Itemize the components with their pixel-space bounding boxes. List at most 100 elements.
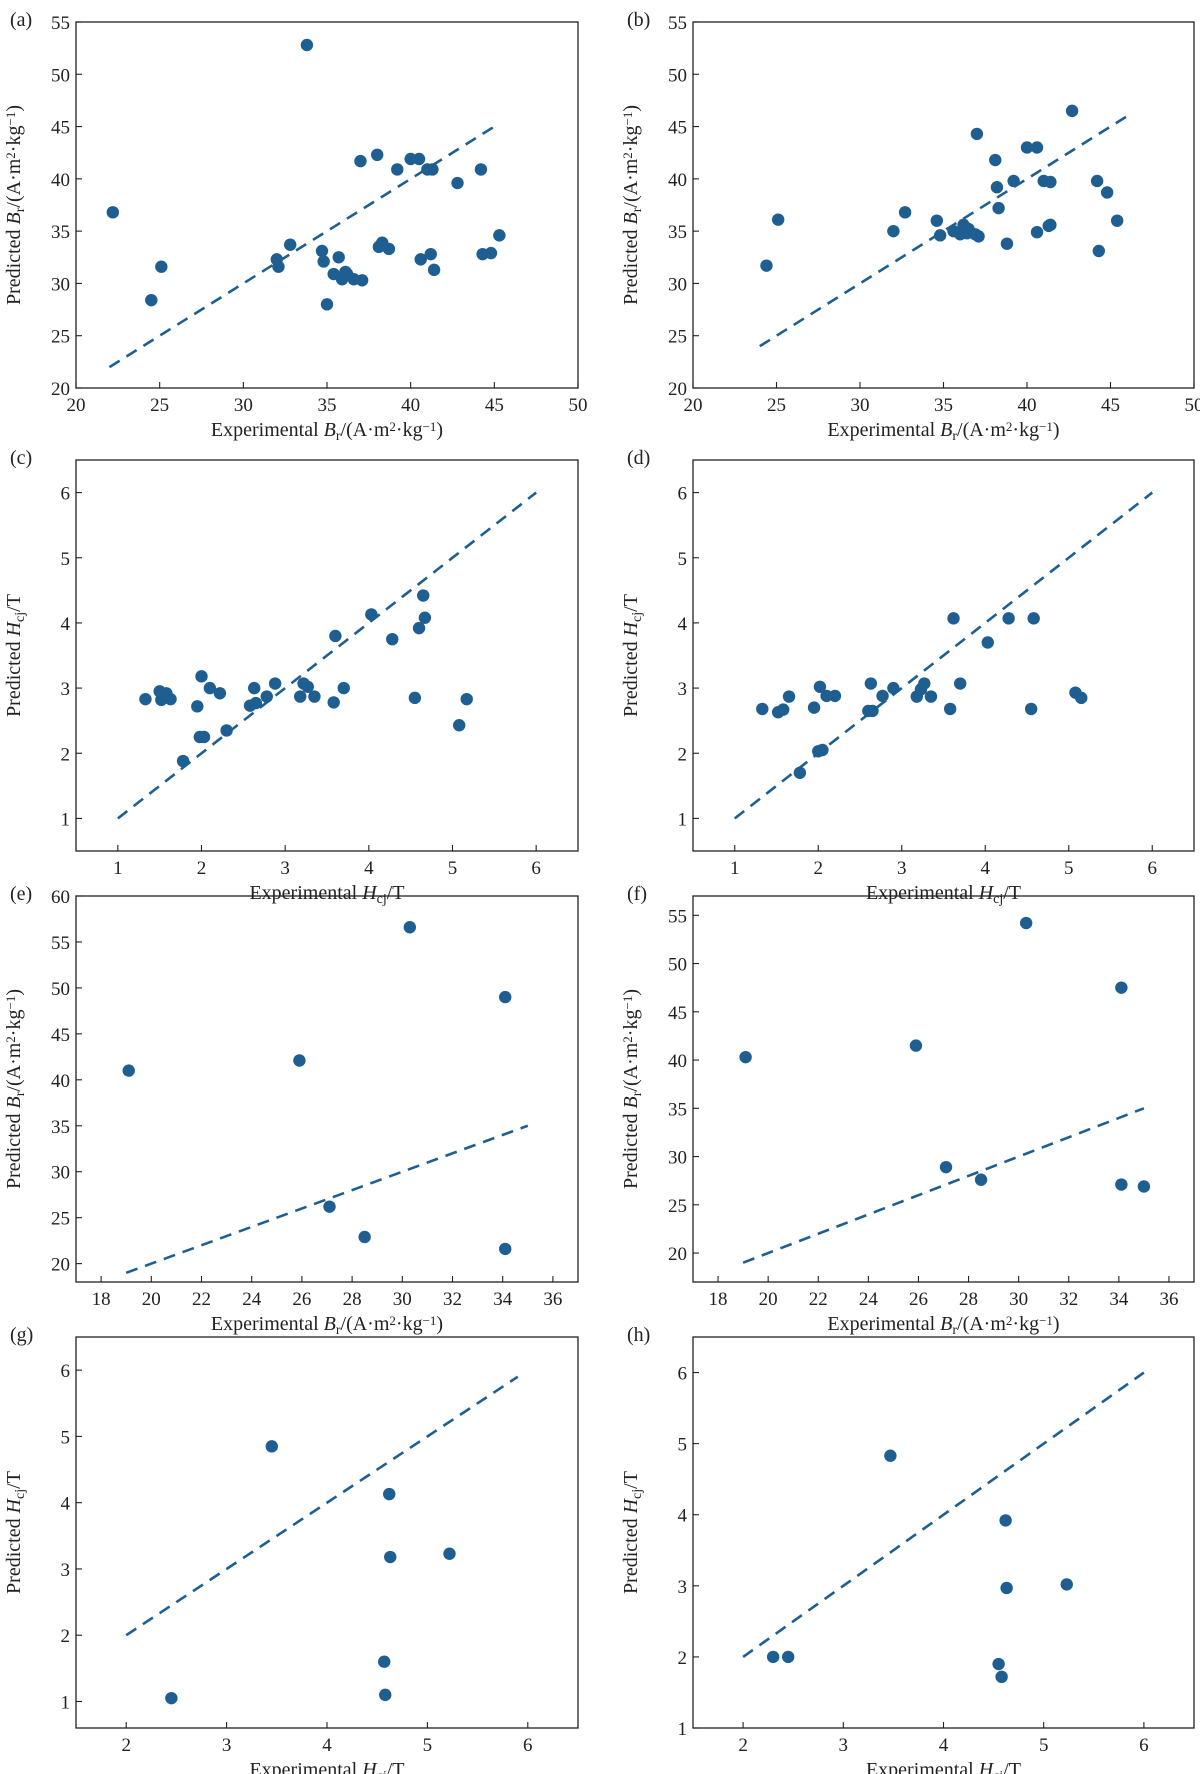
- plot-frame: [75, 459, 579, 852]
- data-point: [992, 201, 1005, 215]
- data-point: [329, 629, 342, 643]
- y-tick-label: 1: [678, 1719, 688, 1740]
- x-tick-label: 4: [322, 1735, 332, 1756]
- y-tick-label: 4: [61, 1494, 71, 1515]
- data-point: [365, 608, 378, 621]
- data-point: [403, 921, 417, 934]
- y-tick-label: 60: [51, 887, 70, 908]
- plot-frame: [692, 459, 1195, 852]
- data-point: [451, 176, 464, 190]
- data-point: [283, 238, 297, 251]
- x-tick-label: 28: [343, 1289, 362, 1310]
- y-tick-label: 5: [678, 1435, 688, 1456]
- data-point: [452, 719, 466, 732]
- data-point: [793, 766, 807, 779]
- panel-g: 2 3 4 5 6 1 2 3 4 5 6 (g) Experimental Hcj/T Predicte…: [3, 1324, 579, 1774]
- x-tick-label: 26: [292, 1289, 311, 1310]
- y-tick-label: 6: [678, 1364, 688, 1385]
- data-point: [930, 214, 944, 227]
- y-tick-label: 55: [668, 906, 687, 927]
- y-axis-label: Predicted Br/(A·m2·kg−1): [620, 105, 645, 305]
- y-axis-label: Predicted Hcj/T: [620, 594, 645, 717]
- x-tick-label: 40: [401, 395, 420, 416]
- x-tick-label: 36: [1159, 1289, 1178, 1310]
- data-point: [418, 611, 432, 624]
- plot-frame: [692, 895, 1195, 1283]
- data-point: [106, 206, 120, 219]
- x-tick-label: 3: [897, 858, 907, 879]
- x-tick-label: 6: [1148, 858, 1158, 879]
- x-axis-label: Experimental Br/(A·m2·kg−1): [827, 1313, 1059, 1338]
- y-tick-label: 2: [61, 1626, 71, 1647]
- x-axis-label: Experimental Hcj/T: [866, 1759, 1021, 1774]
- data-point: [995, 1670, 1008, 1684]
- x-tick-label: 4: [981, 858, 991, 879]
- y-tick-label: 2: [678, 1648, 688, 1669]
- data-point: [384, 1550, 397, 1564]
- y-tick-label: 20: [668, 379, 687, 400]
- x-tick-label: 24: [859, 1289, 879, 1310]
- x-tick-label: 2: [197, 858, 207, 879]
- data-point: [1115, 1178, 1128, 1191]
- y-tick-label: 25: [668, 327, 687, 348]
- data-point: [301, 680, 314, 693]
- x-tick-label: 6: [531, 858, 541, 879]
- data-point: [864, 677, 878, 690]
- x-tick-label: 32: [1059, 1289, 1078, 1310]
- data-point: [408, 691, 422, 705]
- data-point: [999, 1514, 1012, 1527]
- y-axis-label: Predicted Br/(A·m2·kg−1): [620, 989, 645, 1189]
- y-tick-label: 30: [668, 274, 687, 295]
- y-tick-label: 30: [668, 1148, 687, 1169]
- data-point: [828, 689, 842, 703]
- plot-frame: [692, 21, 1195, 389]
- x-tick-label: 45: [1101, 395, 1120, 416]
- y-tick-label: 6: [678, 484, 688, 505]
- data-point: [260, 690, 273, 703]
- y-tick-label: 50: [51, 65, 70, 86]
- data-point: [197, 730, 211, 744]
- data-point: [443, 1547, 456, 1560]
- panel-label: (e): [10, 883, 32, 905]
- y-tick-label: 25: [51, 1209, 70, 1230]
- y-tick-label: 2: [61, 744, 71, 765]
- data-point: [989, 153, 1002, 167]
- y-tick-label: 4: [61, 614, 71, 635]
- y-tick-label: 35: [668, 1099, 687, 1120]
- y-tick-label: 20: [668, 1244, 687, 1265]
- data-point: [771, 213, 785, 226]
- data-point: [924, 690, 938, 703]
- data-point: [371, 148, 384, 162]
- data-point: [426, 163, 439, 176]
- panel-label: (f): [627, 883, 647, 905]
- reference-line: [117, 491, 537, 820]
- x-tick-label: 3: [839, 1735, 849, 1756]
- data-point: [939, 1160, 953, 1174]
- x-tick-label: 24: [242, 1289, 262, 1310]
- data-point: [933, 229, 947, 242]
- data-point: [887, 681, 900, 695]
- data-point: [807, 701, 821, 714]
- y-tick-label: 5: [678, 549, 688, 570]
- data-point: [1000, 1581, 1013, 1595]
- y-tick-label: 3: [678, 679, 688, 700]
- data-point: [756, 702, 769, 716]
- x-tick-label: 50: [569, 395, 588, 416]
- data-point: [990, 181, 1004, 194]
- panel-b: 20 25 30 35 40 45 50 20 25 30 35 40 45 50 55 (b) Experim…: [620, 9, 1200, 444]
- data-point: [992, 1657, 1005, 1671]
- reference-line: [125, 1124, 529, 1275]
- data-point: [739, 1050, 752, 1064]
- data-point: [332, 251, 345, 264]
- data-point: [1019, 916, 1033, 930]
- data-point: [139, 692, 152, 706]
- y-tick-label: 25: [51, 327, 70, 348]
- x-tick-label: 35: [318, 395, 337, 416]
- data-point: [414, 253, 427, 266]
- y-tick-label: 3: [61, 1560, 71, 1581]
- y-tick-label: 20: [51, 1255, 70, 1276]
- x-tick-label: 3: [280, 858, 290, 879]
- x-tick-label: 5: [1064, 858, 1074, 879]
- data-point: [337, 681, 350, 695]
